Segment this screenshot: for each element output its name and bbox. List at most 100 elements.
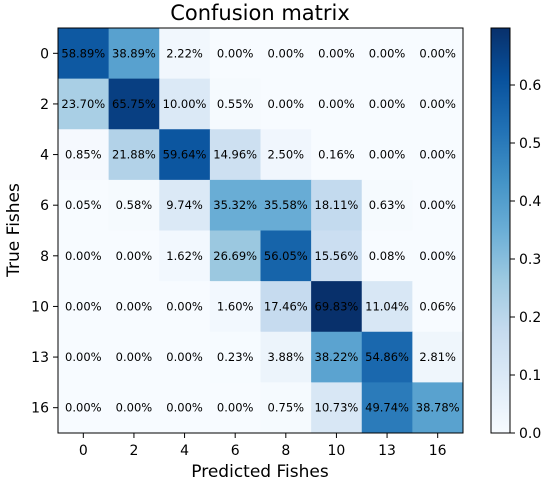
cell-value-label: 0.63% [369,198,406,212]
heatmap-cell [361,129,413,181]
y-tick-label: 16 [31,401,49,417]
heatmap-cell [159,382,211,434]
x-tick-label: 8 [281,443,290,459]
cell-value-label: 0.00% [65,350,102,364]
heatmap-cell [361,281,413,333]
heatmap-cell [260,28,312,80]
heatmap-cell [209,382,261,434]
cell-value-label: 0.00% [166,299,203,313]
cell-value-label: 0.00% [65,401,102,415]
x-tick-label: 2 [129,443,138,459]
y-tick-label: 0 [40,46,49,62]
colorbar-tick-label: 0.0 [519,426,541,442]
x-tick-label: 0 [79,443,88,459]
cell-value-label: 0.00% [268,97,305,111]
heatmap-cell [108,28,160,80]
x-tick-label: 13 [378,443,396,459]
heatmap-cell [58,281,110,333]
cell-value-label: 0.00% [65,249,102,263]
cell-value-label: 0.00% [318,46,355,60]
cell-value-label: 0.75% [268,401,305,415]
heatmap-cell [412,331,464,383]
y-tick-label: 2 [40,97,49,113]
cell-value-label: 0.58% [116,198,153,212]
cell-value-label: 0.00% [318,97,355,111]
heatmap-cell [58,78,110,130]
heatmap-cell [361,78,413,130]
cell-value-label: 0.00% [116,299,153,313]
cell-value-label: 23.70% [61,97,105,111]
heatmap-cell [159,230,211,282]
heatmap-cell [108,281,160,333]
heatmap-cell [260,129,312,181]
heatmap-cell [209,281,261,333]
cell-value-label: 21.88% [112,148,156,162]
cell-value-label: 1.60% [217,299,254,313]
cell-value-label: 0.00% [419,46,456,60]
heatmap-cell [311,129,363,181]
heatmap-cell [412,382,464,434]
heatmap-cell [361,28,413,80]
heatmap-cell [311,382,363,434]
cell-value-label: 1.62% [166,249,203,263]
heatmap-cell [260,78,312,130]
heatmap-cell [361,331,413,383]
heatmap-cell [58,179,110,231]
heatmap-cell [311,230,363,282]
heatmap-cell [159,331,211,383]
cell-value-label: 69.83% [315,299,359,313]
heatmap-cell [108,230,160,282]
colorbar-tick-label: 0.5 [519,136,541,152]
cell-value-label: 2.50% [268,148,305,162]
cell-value-label: 17.46% [264,299,308,313]
heatmap-cell [311,78,363,130]
heatmap-cell [311,179,363,231]
cell-value-label: 35.58% [264,198,308,212]
heatmap-cell [159,179,211,231]
cell-value-label: 65.75% [112,97,156,111]
cell-value-label: 38.78% [416,401,460,415]
colorbar [490,27,511,434]
heatmap-cell [209,129,261,181]
cell-value-label: 0.00% [217,401,254,415]
heatmap-cell [159,28,211,80]
heatmap-cell [58,129,110,181]
heatmap-cell [209,230,261,282]
heatmap-cell [260,179,312,231]
heatmap-cell [412,281,464,333]
heatmap-cell [108,382,160,434]
cell-value-label: 0.00% [369,148,406,162]
colorbar-tick-label: 0.3 [519,252,541,268]
heatmap-cell [412,179,464,231]
cell-value-label: 0.00% [419,249,456,263]
heatmap-cell [260,281,312,333]
cell-value-label: 0.00% [369,97,406,111]
cell-value-label: 0.00% [166,401,203,415]
colorbar-tick-label: 0.1 [519,368,541,384]
cell-value-label: 0.08% [369,249,406,263]
cell-value-label: 0.00% [419,97,456,111]
heatmap-cell [58,382,110,434]
heatmap-cells: 58.89% 38.89% 2.22% 0.00% 0.00% 0.00% 0.00% 0.0… [58,28,464,434]
heatmap-cell [412,78,464,130]
cell-value-label: 0.00% [65,299,102,313]
y-axis-label: True Fishes [4,183,24,278]
cell-value-label: 0.16% [318,148,355,162]
y-axis-ticks: 0 2 4 6 8 10 13 16 [31,46,58,417]
cell-value-label: 3.88% [268,350,305,364]
cell-value-label: 15.56% [315,249,359,263]
cell-value-label: 58.89% [61,46,105,60]
cell-value-label: 54.86% [365,350,409,364]
cell-value-label: 2.22% [166,46,203,60]
cell-value-label: 9.74% [166,198,203,212]
heatmap-cell [58,28,110,80]
x-tick-label: 10 [328,443,346,459]
colorbar-tick-label: 0.6 [519,78,541,94]
cell-value-label: 0.05% [65,198,102,212]
heatmap-cell [311,28,363,80]
cell-value-label: 10.73% [315,401,359,415]
heatmap-cell [361,382,413,434]
cell-value-label: 0.00% [369,46,406,60]
cell-value-label: 0.00% [116,350,153,364]
